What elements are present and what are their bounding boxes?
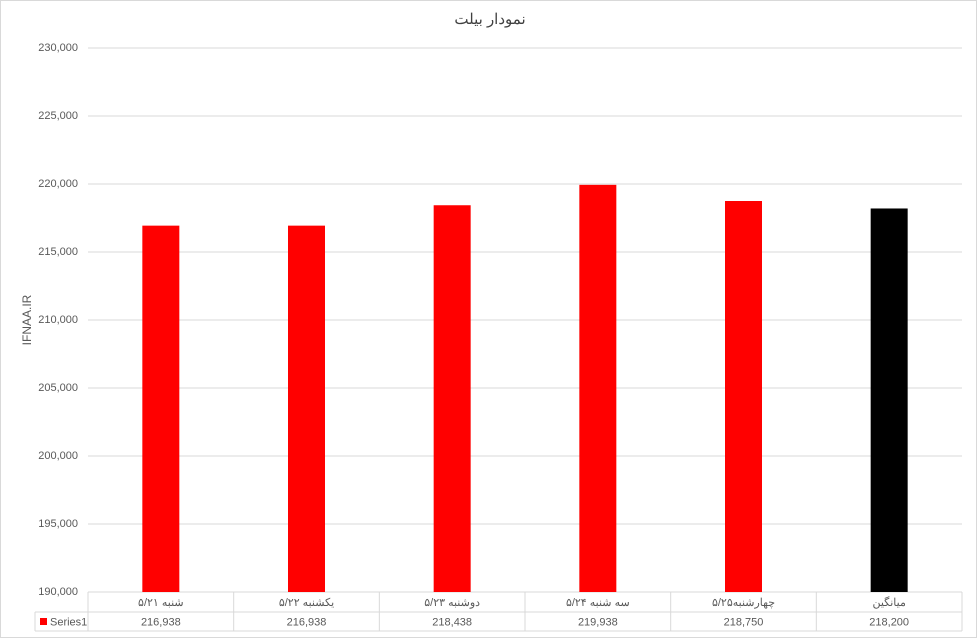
data-table-value: 218,438 xyxy=(432,616,472,628)
legend-key xyxy=(40,618,47,625)
data-table-value: 216,938 xyxy=(287,616,327,628)
data-table-value: 218,200 xyxy=(869,616,909,628)
x-tick-label: سه شنبه ۵/۲۴ xyxy=(566,597,630,609)
chart-title: نمودار بیلت xyxy=(454,11,525,28)
y-tick-label: 215,000 xyxy=(38,246,78,258)
bar xyxy=(579,184,617,592)
data-table-value: 219,938 xyxy=(578,616,618,628)
data-table-value: 216,938 xyxy=(141,616,181,628)
data-table-value: 218,750 xyxy=(724,616,764,628)
y-tick-label: 190,000 xyxy=(38,586,78,598)
y-tick-label: 200,000 xyxy=(38,450,78,462)
x-tick-label: دوشنبه ۵/۲۳ xyxy=(424,597,480,609)
y-tick-label: 230,000 xyxy=(38,42,78,54)
bar xyxy=(288,225,325,593)
y-tick-label: 225,000 xyxy=(38,110,78,122)
y-tick-label: 195,000 xyxy=(38,518,78,530)
y-tick-label: 205,000 xyxy=(38,382,78,394)
y-tick-label: 220,000 xyxy=(38,178,78,190)
legend-label: Series1 xyxy=(50,616,87,628)
bar xyxy=(142,225,180,593)
bar xyxy=(433,205,471,592)
x-tick-label: شنبه ۵/۲۱ xyxy=(138,597,184,609)
x-tick-label: میانگین xyxy=(872,596,906,609)
x-tick-label: چهارشنبه۵/۲۵ xyxy=(712,597,775,609)
y-tick-label: 210,000 xyxy=(38,314,78,326)
x-tick-label: یکشنبه ۵/۲۲ xyxy=(279,597,334,609)
bar xyxy=(870,208,908,593)
y-axis-label: IFNAA.IR xyxy=(20,294,34,345)
bar xyxy=(725,201,762,592)
